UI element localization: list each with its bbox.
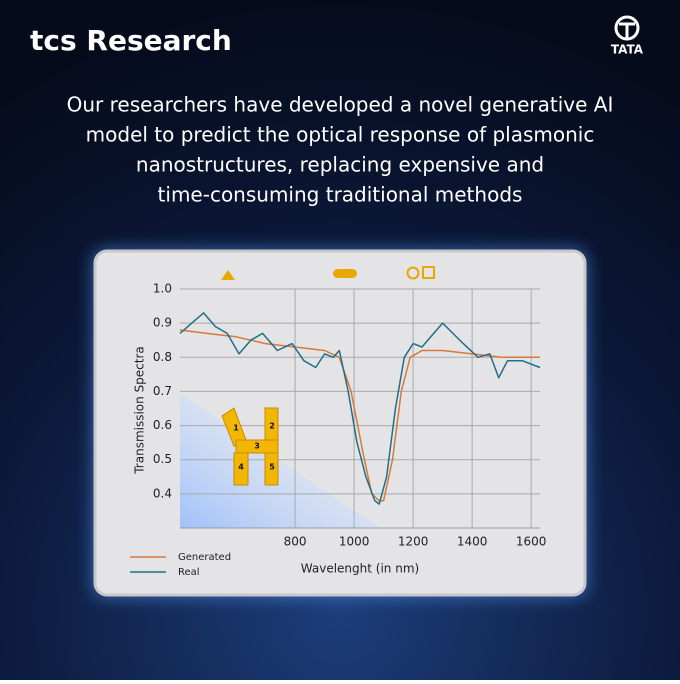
y-tick-label: 0.6 xyxy=(153,418,172,432)
heading-line: model to predict the optical response of… xyxy=(86,123,595,147)
structure-label: 1 xyxy=(233,424,239,433)
brand-logo: tcs Research xyxy=(30,24,232,57)
heading-line: Our researchers have developed a novel g… xyxy=(67,93,614,117)
y-tick-label: 0.9 xyxy=(153,316,172,330)
nanostructure xyxy=(221,407,279,486)
series-line xyxy=(179,312,541,505)
x-tick-label: 1000 xyxy=(339,535,370,549)
structure-label: 5 xyxy=(269,463,275,472)
circle-icon xyxy=(406,266,420,280)
y-tick-label: 0.5 xyxy=(153,452,172,466)
y-tick-label: 0.8 xyxy=(153,350,172,364)
series-line xyxy=(179,329,540,502)
x-axis-label: Wavelenght (in nm) xyxy=(301,562,419,576)
x-tick-label: 1400 xyxy=(457,535,488,549)
pill-icon xyxy=(333,269,357,278)
heading-line: nanostructures, replacing expensive and xyxy=(136,153,544,177)
x-tick-label: 800 xyxy=(284,535,307,549)
heading-line: time-consuming traditional methods xyxy=(158,183,523,207)
triangle-icon xyxy=(221,270,235,280)
partner-logo: TATA xyxy=(611,43,644,57)
y-tick-label: 1.0 xyxy=(153,282,172,296)
tata-emblem-mark xyxy=(619,22,635,38)
square-icon xyxy=(422,266,435,279)
structure-label: 3 xyxy=(254,442,260,451)
y-tick-label: 0.4 xyxy=(153,486,172,500)
y-axis-label: Transmission Spectra xyxy=(133,346,147,475)
structure-label: 2 xyxy=(269,422,275,431)
tata-emblem xyxy=(614,15,640,41)
legend-label: Generated xyxy=(178,552,231,563)
y-tick-label: 0.7 xyxy=(153,384,172,398)
legend-label: Real xyxy=(178,567,200,578)
x-tick-label: 1200 xyxy=(398,535,429,549)
structure-label: 4 xyxy=(238,463,244,472)
x-tick-label: 1600 xyxy=(516,535,547,549)
